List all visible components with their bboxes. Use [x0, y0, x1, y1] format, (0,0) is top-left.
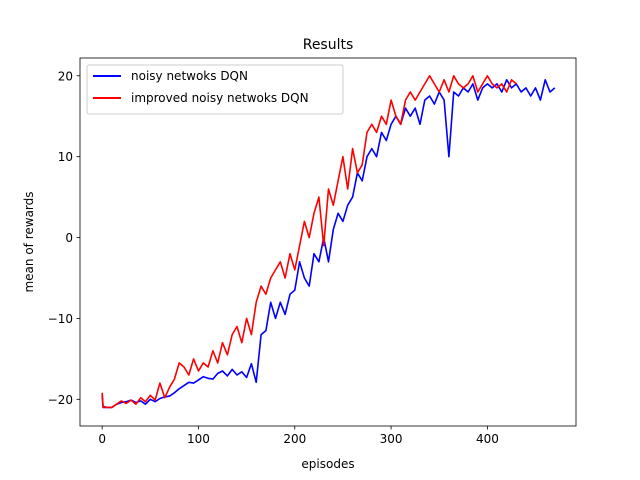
y-tick-label: 20	[58, 69, 73, 83]
series-layer	[101, 75, 556, 409]
x-tick-label: 300	[380, 432, 403, 446]
y-tick-label: 0	[65, 231, 73, 245]
chart-title: Results	[303, 37, 354, 53]
y-axis-label: mean of rewards	[22, 191, 36, 292]
plot-background	[80, 58, 576, 426]
y-axis: −20 −10 0 10 20	[48, 69, 80, 407]
plot-area: 0 100 200 300 400 −20 −10 0 10 20	[48, 57, 577, 446]
y-tick-label: −20	[48, 393, 73, 407]
y-tick-label: −10	[48, 312, 73, 326]
legend-label-noisy-netwoks-dqn: noisy netwoks DQN	[131, 69, 248, 83]
legend: noisy netwoks DQN improved noisy netwoks…	[86, 64, 344, 115]
y-tick-label: 10	[58, 150, 73, 164]
x-tick-label: 400	[476, 432, 499, 446]
legend-box	[86, 64, 344, 115]
series-line-improved-noisy-netwoks-dqn	[101, 75, 517, 409]
x-tick-label: 100	[187, 432, 210, 446]
x-axis-label: episodes	[301, 457, 354, 471]
plot-frame	[79, 57, 577, 427]
x-tick-label: 200	[283, 432, 306, 446]
x-tick-label: 0	[98, 432, 106, 446]
legend-label-improved-noisy-netwoks-dqn: improved noisy netwoks DQN	[131, 91, 309, 105]
x-axis: 0 100 200 300 400	[98, 426, 499, 446]
